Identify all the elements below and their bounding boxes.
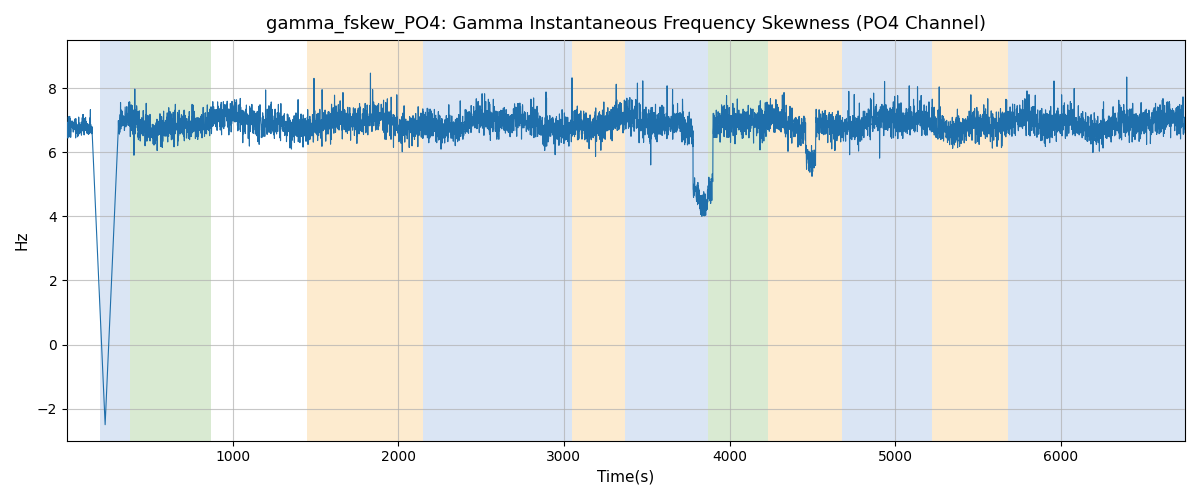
Bar xyxy=(931,40,1008,440)
Bar xyxy=(130,40,211,440)
Bar xyxy=(768,40,842,440)
Title: gamma_fskew_PO4: Gamma Instantaneous Frequency Skewness (PO4 Channel): gamma_fskew_PO4: Gamma Instantaneous Fre… xyxy=(266,15,986,34)
Bar xyxy=(842,40,931,440)
Bar xyxy=(625,40,691,440)
Bar xyxy=(100,40,130,440)
Bar xyxy=(424,40,572,440)
Bar xyxy=(1008,40,1186,440)
Bar xyxy=(572,40,625,440)
Bar xyxy=(708,40,768,440)
Bar xyxy=(691,40,708,440)
Y-axis label: Hz: Hz xyxy=(14,230,30,250)
Bar xyxy=(307,40,424,440)
X-axis label: Time(s): Time(s) xyxy=(598,470,655,485)
